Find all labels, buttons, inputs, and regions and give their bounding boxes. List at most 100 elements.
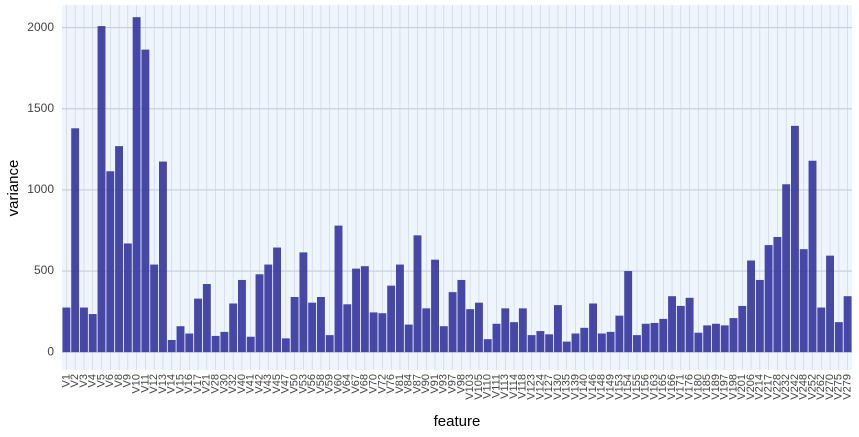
x-axis-title: feature — [434, 413, 481, 430]
bar — [141, 49, 150, 353]
x-tick-label: V76 — [385, 374, 397, 394]
x-tick-label: V21 — [201, 374, 213, 394]
y-axis-title: variance — [5, 160, 22, 217]
bar — [255, 274, 264, 353]
bar — [711, 323, 720, 353]
bar — [220, 331, 229, 353]
x-tick-label: V110 — [482, 374, 494, 399]
x-tick-label: V214 — [754, 374, 766, 400]
bar — [413, 235, 422, 353]
x-tick-label: V40 — [236, 374, 248, 394]
bar — [501, 308, 510, 353]
x-tick-label: V135 — [561, 374, 573, 400]
bar — [773, 236, 782, 353]
bar — [755, 279, 764, 353]
bar — [483, 339, 492, 353]
x-tick-label: V53 — [297, 374, 309, 394]
bar — [360, 266, 369, 353]
x-tick-label: V154 — [622, 374, 634, 400]
x-tick-label: V67 — [350, 374, 362, 394]
bar — [799, 249, 808, 353]
bar — [492, 323, 501, 353]
bar — [782, 184, 791, 353]
y-tick-label: 2000 — [27, 20, 54, 34]
bar — [431, 259, 440, 353]
x-tick-label: V15 — [174, 374, 186, 394]
y-tick-label: 1000 — [27, 182, 54, 196]
bar — [764, 245, 773, 353]
x-tick-label: V28 — [210, 374, 222, 394]
bar — [474, 302, 483, 353]
bar — [194, 298, 203, 353]
x-tick-label: V176 — [684, 374, 696, 400]
bar — [580, 327, 589, 353]
bar — [158, 161, 167, 353]
x-tick-label: V98 — [455, 374, 467, 394]
bar — [343, 304, 352, 353]
x-tick-label: V2 — [69, 374, 81, 387]
x-tick-label: V64 — [341, 374, 353, 394]
x-tick-label: V248 — [798, 374, 810, 400]
x-tick-label: V13 — [157, 374, 169, 394]
bar — [632, 335, 641, 353]
x-tick-label: V17 — [192, 374, 204, 394]
bar — [211, 335, 220, 353]
x-tick-label: V87 — [411, 374, 423, 394]
bar — [115, 146, 124, 353]
bar — [422, 308, 431, 353]
bar — [571, 333, 580, 353]
bar — [518, 308, 527, 353]
x-tick-label: V139 — [569, 374, 581, 400]
bar — [589, 303, 598, 353]
x-tick-label: V217 — [763, 374, 775, 400]
x-tick-label: V166 — [666, 374, 678, 400]
bar — [150, 264, 159, 353]
x-tick-label: V163 — [648, 374, 660, 400]
bar — [817, 307, 826, 353]
bar — [316, 297, 325, 353]
y-tick-label: 1500 — [27, 101, 54, 115]
bar — [536, 331, 545, 353]
bar — [720, 325, 729, 353]
bar — [553, 305, 562, 353]
x-tick-label: V8 — [113, 374, 125, 387]
x-tick-label: V189 — [710, 374, 722, 400]
bar — [273, 247, 282, 353]
x-tick-label: V201 — [736, 374, 748, 400]
x-tick-label: V81 — [394, 374, 406, 394]
x-tick-label: V198 — [727, 374, 739, 400]
bar — [843, 296, 852, 353]
bar — [562, 341, 571, 353]
x-tick-label: V171 — [675, 374, 687, 400]
x-tick-label: V56 — [306, 374, 318, 394]
bar — [834, 322, 843, 353]
bar — [685, 297, 694, 353]
bar — [308, 302, 317, 353]
bar — [404, 324, 413, 353]
x-tick-label: V11 — [139, 374, 151, 393]
bar — [606, 331, 615, 353]
x-tick-label: V197 — [719, 374, 731, 400]
x-tick-label: V93 — [438, 374, 450, 394]
bar — [123, 243, 132, 353]
bar — [352, 268, 361, 353]
bar — [167, 339, 176, 353]
bar — [176, 326, 185, 353]
bar — [747, 260, 756, 353]
x-tick-label: V59 — [324, 374, 336, 394]
x-tick-label: V105 — [473, 374, 485, 400]
x-tick-label: V12 — [148, 374, 160, 394]
x-tick-label: V70 — [368, 374, 380, 394]
bar — [202, 284, 211, 353]
x-tick-label: V5 — [95, 374, 107, 387]
bar — [334, 225, 343, 353]
bar — [826, 255, 835, 353]
x-tick-label: V10 — [131, 374, 143, 394]
bar — [88, 314, 97, 353]
bar — [448, 292, 457, 353]
bar — [457, 279, 466, 353]
bar — [79, 307, 88, 353]
x-tick-label: V30 — [218, 374, 230, 394]
bar — [290, 297, 299, 353]
x-tick-label: V43 — [262, 374, 274, 394]
